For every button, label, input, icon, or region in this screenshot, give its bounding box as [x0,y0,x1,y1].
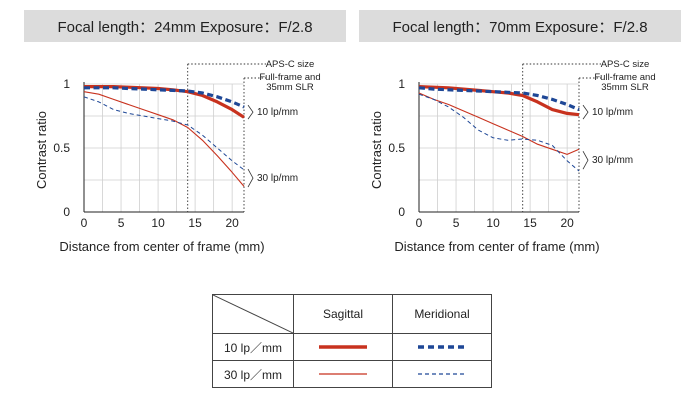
chart2-annotation-aps-c: APS-C size [601,59,650,70]
chart2-x-tick-label: 10 [486,216,500,230]
legend-table: Sagittal Meridional 10 lp／mm 30 lp／mm [212,294,492,388]
chart2-y-tick-label: 0.5 [388,141,405,155]
legend-corner-cell [212,294,294,334]
chart2-annotation-10lp: 10 lp/mm [592,107,633,118]
chart2-y-tick-label: 0 [398,205,405,219]
chart1-series-sagittal-30 [83,91,245,187]
chart2-x-tick-label: 20 [560,216,574,230]
legend-swatch-meridional-10 [392,333,492,361]
legend-swatch-sagittal-10 [293,333,393,361]
chart1-x-tick-label: 20 [225,216,239,230]
chart-title-24mm: Focal length：24mm Exposure：F/2.8 [24,10,346,42]
chart1-annotation-aps-c: APS-C size [266,59,315,70]
chart-title-70mm: Focal length：70mm Exposure：F/2.8 [359,10,681,42]
chart1-series-meridional-30 [83,96,245,171]
chart1-bracket-10lp [247,104,254,120]
chart1-series-meridional-10 [84,86,245,109]
chart1-y-tick-label: 0 [63,205,70,219]
legend-header-sagittal: Sagittal [293,294,393,334]
chart1-y-tick-label: 0.5 [53,141,70,155]
chart2-x-axis-label: Distance from center of frame (mm) [394,239,599,254]
chart1-annotation-10lp: 10 lp/mm [257,107,298,118]
chart2-y-tick-label: 1 [398,77,405,91]
chart2-series-sagittal-30 [418,92,580,155]
legend-swatch-sagittal-30 [293,360,393,388]
chart1-x-tick-label: 10 [151,216,165,230]
legend-header-meridional: Meridional [392,294,492,334]
chart1-x-tick-label: 5 [118,216,125,230]
chart1-x-tick-label: 15 [188,216,202,230]
chart2-bracket-10lp [582,104,589,120]
legend-swatch-meridional-30 [392,360,492,388]
chart1-annotation-30lp: 30 lp/mm [257,173,298,184]
chart2-y-axis-label: Contrast ratio [369,111,384,189]
chart2-bracket-30lp [582,150,589,170]
chart2-x-tick-label: 0 [416,216,423,230]
chart2-series-meridional-10 [418,86,580,112]
chart2-annotation-full-frame: Full-frame and 35mm SLR [594,72,655,93]
chart2-annotation-30lp: 30 lp/mm [592,155,633,166]
chart1-y-tick-label: 1 [63,77,70,91]
chart2-x-tick-label: 15 [523,216,537,230]
chart1-y-axis-label: Contrast ratio [34,111,49,189]
chart2-series-meridional-30 [418,93,580,172]
chart2-x-tick-label: 5 [453,216,460,230]
chart1-x-tick-label: 0 [81,216,88,230]
legend-row-label-30: 30 lp／mm [212,360,294,388]
legend-row-label-10: 10 lp／mm [212,333,294,361]
chart1-x-axis-label: Distance from center of frame (mm) [59,239,264,254]
chart1-bracket-30lp [247,168,254,188]
chart1-annotation-full-frame: Full-frame and 35mm SLR [259,72,320,93]
